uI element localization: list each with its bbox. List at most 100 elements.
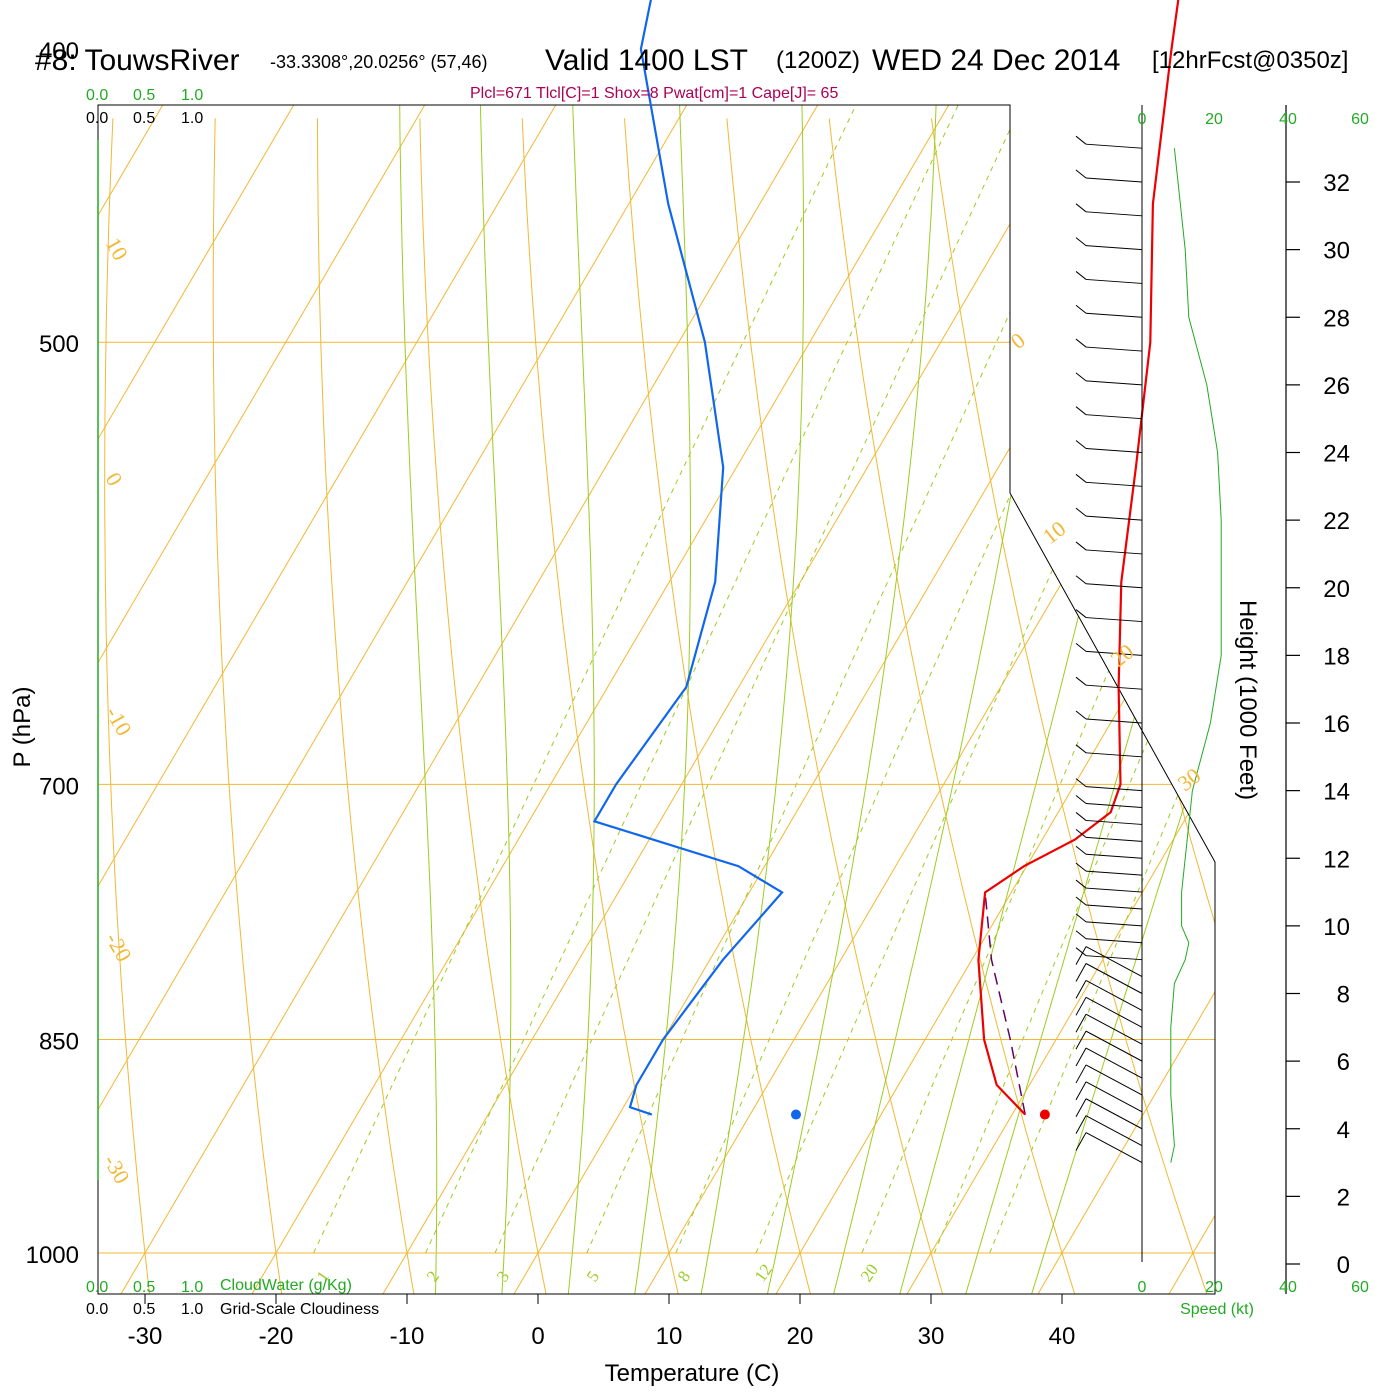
wind-barb-flag bbox=[1075, 169, 1087, 179]
isotherm bbox=[98, 105, 295, 1294]
isotherm bbox=[98, 105, 426, 1294]
wind-barb-flag bbox=[1075, 879, 1087, 889]
wind-barb bbox=[1085, 380, 1143, 386]
wind-barb-flag bbox=[1075, 135, 1087, 145]
wind-barb bbox=[1085, 245, 1143, 251]
mixing-ratio-label: 2 bbox=[423, 1267, 443, 1285]
height-tick-label: 8 bbox=[1337, 982, 1350, 1009]
height-axis-label: Height (1000 Feet) bbox=[1234, 600, 1261, 800]
temperature-tick-label: -10 bbox=[390, 1323, 425, 1350]
dry-adiabat bbox=[1135, 118, 1215, 1294]
wind-barb bbox=[1085, 1030, 1143, 1062]
isotherm bbox=[98, 105, 688, 1294]
wind-barb-flag bbox=[1075, 997, 1087, 1016]
isotherm bbox=[251, 105, 950, 1294]
wind-barb bbox=[1085, 946, 1143, 978]
dry-adiabat bbox=[317, 118, 415, 1294]
wind-barb bbox=[1085, 617, 1143, 623]
dry-adiabat bbox=[104, 118, 150, 1294]
wind-barb bbox=[1085, 312, 1143, 318]
wind-barb bbox=[1085, 955, 1143, 961]
pressure-tick-label: 1000 bbox=[26, 1242, 79, 1269]
isotherm-label: -30 bbox=[99, 1150, 135, 1188]
indices-line: Plcl=671 Tlcl[C]=1 Shox=8 Pwat[cm]=1 Cap… bbox=[470, 85, 838, 102]
wind-barb-flag bbox=[1075, 575, 1087, 585]
wind-barb-flag bbox=[1075, 930, 1087, 940]
wind-barb bbox=[1085, 1013, 1143, 1045]
mixing-ratio-line bbox=[425, 105, 985, 1254]
background-lines bbox=[98, 105, 1400, 1294]
wind-barb bbox=[1085, 143, 1143, 149]
wind-barb bbox=[1085, 1081, 1143, 1113]
wind-barb bbox=[1085, 1047, 1143, 1079]
wind-barb bbox=[1085, 481, 1143, 487]
wind-barb bbox=[1085, 870, 1143, 876]
isotherm-label: -10 bbox=[101, 702, 137, 740]
wind-barb-flag bbox=[1075, 203, 1087, 213]
svg-text:1.0: 1.0 bbox=[181, 1301, 203, 1318]
isotherm bbox=[98, 105, 557, 1294]
svg-text:0.5: 0.5 bbox=[133, 110, 155, 127]
wind-barb bbox=[1085, 718, 1143, 724]
wind-barb-flag bbox=[1075, 744, 1087, 754]
pressure-tick-label: 500 bbox=[39, 331, 79, 358]
svg-text:1.0: 1.0 bbox=[181, 110, 203, 127]
height-tick-label: 26 bbox=[1323, 373, 1350, 400]
wind-barb-flag bbox=[1075, 963, 1087, 982]
wind-barb-flag bbox=[1075, 440, 1087, 449]
wind-barb-flag bbox=[1075, 1115, 1087, 1134]
wind-barb bbox=[1085, 549, 1143, 555]
cloud-scale-top: 0.0 0.5 1.0 0.0 0.5 1.0 bbox=[86, 87, 203, 127]
moist-adiabat bbox=[892, 105, 1215, 1294]
x-axis-label: Temperature (C) bbox=[605, 1360, 780, 1387]
wind-barb-flag bbox=[1075, 946, 1087, 965]
height-tick-label: 0 bbox=[1337, 1252, 1350, 1279]
mixing-ratio-label: 20 bbox=[857, 1260, 882, 1285]
isotherm-label: 0 bbox=[1006, 327, 1030, 353]
wind-barb-flag bbox=[1075, 1132, 1087, 1151]
wind-barb bbox=[1085, 1115, 1143, 1147]
wind-barb-flag bbox=[1075, 541, 1087, 551]
wind-barb-flag bbox=[1075, 896, 1087, 906]
moist-adiabat bbox=[1023, 105, 1215, 1294]
wind-barb bbox=[1085, 684, 1143, 690]
svg-text:0: 0 bbox=[1138, 111, 1147, 128]
wind-barb-flag bbox=[1075, 372, 1087, 382]
mixing-ratio-label: 8 bbox=[674, 1267, 694, 1285]
pressure-tick-label: 700 bbox=[39, 773, 79, 800]
dry-adiabat bbox=[624, 118, 811, 1294]
wind-barb bbox=[1085, 938, 1143, 944]
wind-barb bbox=[1085, 996, 1143, 1028]
temperature-tick-label: 10 bbox=[656, 1323, 683, 1350]
axes: 2503004005007008501000-30-20-10010203040… bbox=[26, 38, 1350, 1350]
isotherm-label: 30 bbox=[1173, 763, 1206, 796]
wind-barb-flag bbox=[1075, 642, 1087, 652]
pressure-tick-label: 400 bbox=[39, 38, 79, 65]
svg-text:0.5: 0.5 bbox=[133, 87, 155, 104]
dry-adiabat bbox=[419, 118, 547, 1294]
svg-text:0.5: 0.5 bbox=[133, 1279, 155, 1296]
svg-text:0.0: 0.0 bbox=[86, 1301, 108, 1318]
wind-barb bbox=[1085, 177, 1143, 183]
moist-adiabat bbox=[398, 105, 438, 1294]
isotherm bbox=[1037, 105, 1215, 1294]
temperature-tick-label: 40 bbox=[1049, 1323, 1076, 1350]
pressure-tick-label: 850 bbox=[39, 1028, 79, 1055]
temperature-profile bbox=[977, 0, 1180, 1116]
svg-text:1.0: 1.0 bbox=[181, 87, 203, 104]
svg-text:0.0: 0.0 bbox=[86, 87, 108, 104]
surface-temperature-dot bbox=[1039, 1109, 1050, 1120]
wind-barb-flag bbox=[1075, 812, 1087, 821]
moist-adiabat bbox=[696, 105, 805, 1294]
temperature-tick-label: 20 bbox=[787, 1323, 814, 1350]
isotherm bbox=[1300, 105, 1400, 1294]
wind-barb-flag bbox=[1075, 1064, 1087, 1084]
height-tick-label: 24 bbox=[1323, 441, 1350, 468]
svg-text:1.0: 1.0 bbox=[181, 1279, 203, 1296]
wind-barb-flag bbox=[1075, 778, 1087, 788]
moist-adiabat bbox=[827, 105, 1105, 1294]
plot-outline bbox=[97, 104, 1216, 1295]
wind-barb bbox=[1085, 515, 1143, 521]
wind-barb-flag bbox=[1075, 913, 1087, 923]
dewpoint-profile bbox=[592, 0, 784, 1116]
